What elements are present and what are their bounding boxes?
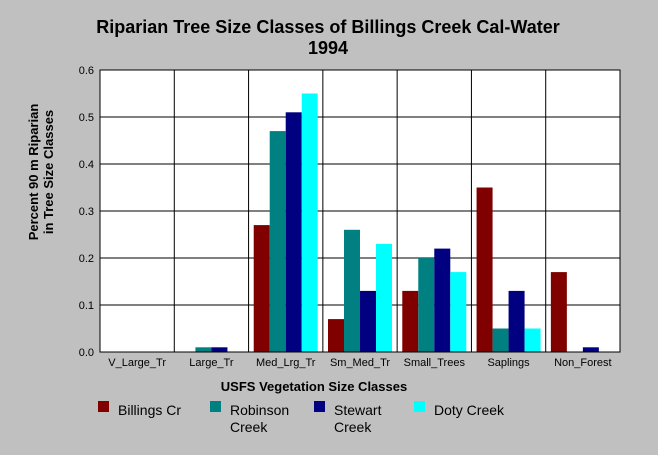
bar-robinson-creek-saplings bbox=[492, 328, 509, 352]
y-tick-label: 0.4 bbox=[79, 159, 94, 171]
bar-robinson-creek-med_lrg_tr bbox=[269, 131, 286, 352]
bars bbox=[195, 93, 599, 352]
legend-swatch bbox=[210, 401, 221, 412]
bar-billings-cr-sm_med_tr bbox=[328, 319, 344, 352]
legend-swatch bbox=[414, 401, 425, 412]
bar-doty-creek-saplings bbox=[524, 328, 541, 352]
y-axis-title-line-1: Percent 90 m Riparian bbox=[26, 104, 41, 241]
legend-item: Billings Cr bbox=[98, 401, 181, 418]
bar-billings-cr-non_forest bbox=[550, 272, 567, 352]
legend-swatch bbox=[98, 401, 109, 412]
y-tick-label: 0.0 bbox=[79, 347, 94, 359]
chart-title-line-2: 1994 bbox=[308, 38, 348, 58]
legend-item: Doty Creek bbox=[414, 401, 505, 418]
bar-stewart-creek-med_lrg_tr bbox=[285, 112, 302, 352]
legend-label: Robinson bbox=[230, 402, 289, 418]
bar-robinson-creek-small_trees bbox=[418, 258, 435, 352]
x-tick-label: Large_Tr bbox=[189, 357, 234, 369]
x-tick-label: Small_Trees bbox=[404, 357, 466, 369]
bar-billings-cr-saplings bbox=[476, 187, 493, 352]
bar-robinson-creek-large_tr bbox=[195, 347, 212, 352]
x-tick-labels: V_Large_Tr Large_Tr Med_Lrg_Tr Sm_Med_Tr Sma… bbox=[108, 357, 611, 369]
legend-label: Billings Cr bbox=[118, 402, 181, 418]
bar-doty-creek-sm_med_tr bbox=[376, 243, 392, 352]
bar-billings-cr-small_trees bbox=[402, 290, 419, 352]
y-tick-label: 0.2 bbox=[79, 253, 94, 265]
y-tick-label: 0.6 bbox=[79, 65, 94, 77]
y-tick-label: 0.5 bbox=[79, 112, 94, 124]
y-tick-label: 0.1 bbox=[79, 300, 94, 312]
bar-stewart-creek-large_tr bbox=[211, 347, 228, 352]
bar-stewart-creek-small_trees bbox=[434, 248, 451, 352]
x-tick-label: Med_Lrg_Tr bbox=[256, 357, 316, 369]
y-axis-title-line-2: in Tree Size Classes bbox=[41, 110, 56, 234]
legend-swatch bbox=[314, 401, 325, 412]
legend-label: Creek bbox=[230, 419, 268, 435]
bar-stewart-creek-sm_med_tr bbox=[360, 290, 376, 352]
bar-stewart-creek-saplings bbox=[508, 290, 525, 352]
bar-doty-creek-med_lrg_tr bbox=[301, 93, 318, 352]
legend-label: Doty Creek bbox=[434, 402, 505, 418]
bar-billings-cr-med_lrg_tr bbox=[253, 225, 270, 352]
bar-robinson-creek-sm_med_tr bbox=[344, 229, 360, 352]
bar-stewart-creek-non_forest bbox=[582, 347, 599, 352]
y-tick-labels: 0.0 0.1 0.2 0.3 0.4 0.5 0.6 bbox=[79, 65, 94, 359]
plot-frame bbox=[99, 69, 621, 353]
chart-title-line-1: Riparian Tree Size Classes of Billings C… bbox=[96, 17, 560, 37]
x-tick-label: Non_Forest bbox=[554, 357, 611, 369]
x-tick-label: Saplings bbox=[487, 357, 530, 369]
x-axis-title: USFS Vegetation Size Classes bbox=[221, 379, 407, 394]
legend-label: Stewart bbox=[334, 402, 382, 418]
legend-label: Creek bbox=[334, 419, 372, 435]
y-tick-label: 0.3 bbox=[79, 206, 94, 218]
x-tick-label: V_Large_Tr bbox=[108, 357, 166, 369]
bar-doty-creek-small_trees bbox=[450, 272, 467, 352]
x-tick-label: Sm_Med_Tr bbox=[330, 357, 390, 369]
legend: Billings Cr RobinsonCreekStewartCreekDoty… bbox=[98, 401, 505, 435]
